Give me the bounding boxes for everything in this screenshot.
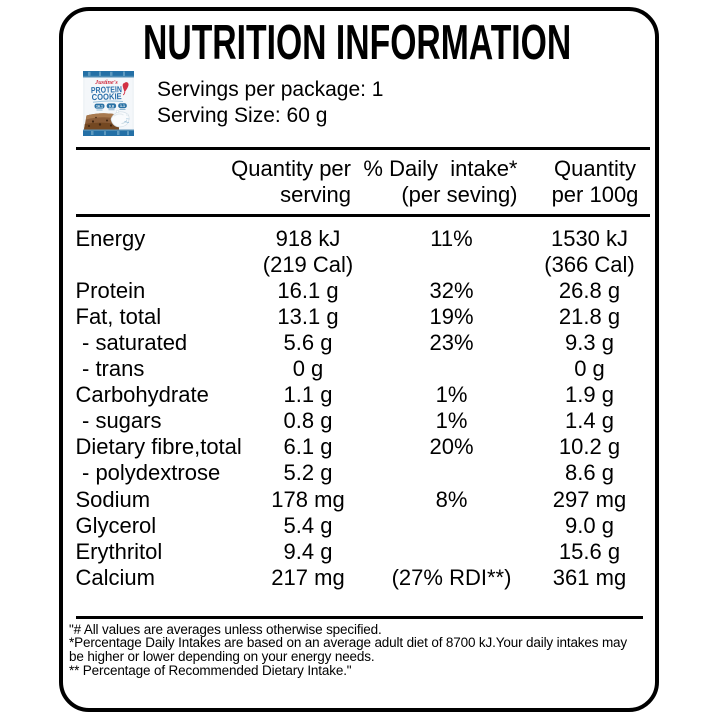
svg-text:16.1: 16.1 [96,105,103,109]
svg-text:Justine's: Justine's [94,79,118,86]
svg-text:0.8: 0.8 [109,104,114,108]
svg-text:1.1: 1.1 [120,104,125,108]
svg-text:COOKIE: COOKIE [91,91,122,102]
svg-text:PROTEIN: PROTEIN [91,84,122,95]
